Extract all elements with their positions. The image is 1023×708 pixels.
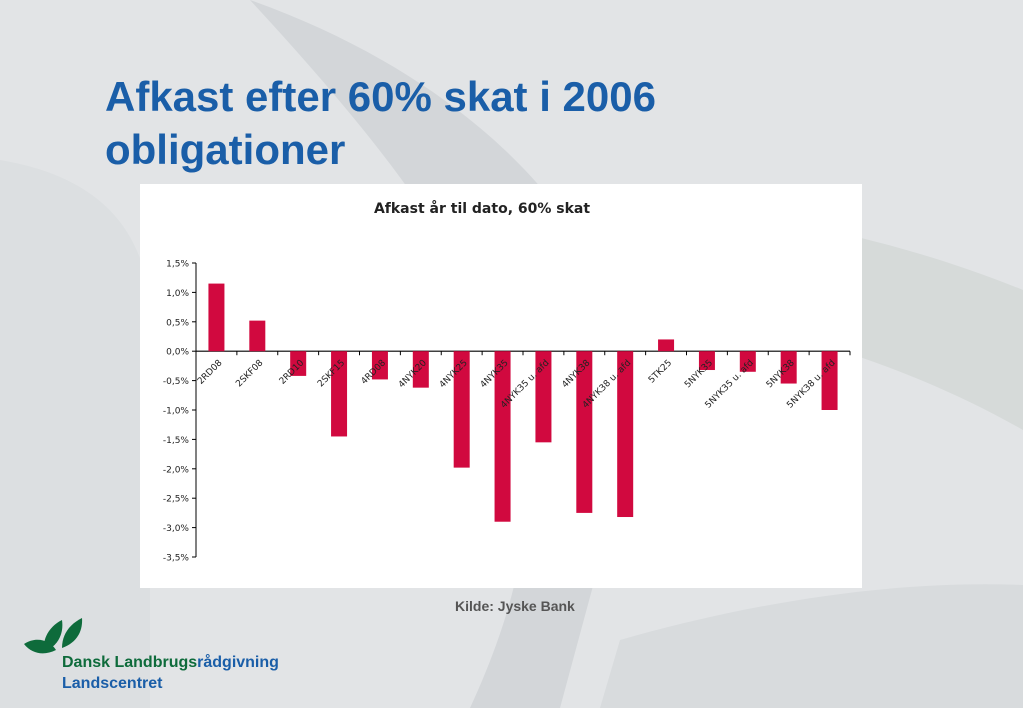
bar bbox=[739, 351, 756, 372]
y-tick-label: -2,0% bbox=[163, 465, 190, 475]
bar bbox=[698, 351, 715, 371]
slide-title-line2: obligationer bbox=[105, 126, 346, 173]
source-note: Kilde: Jyske Bank bbox=[455, 598, 575, 614]
logo-text: Dansk Landbrugsrådgivning Landscentret bbox=[62, 652, 279, 694]
bar bbox=[780, 351, 797, 384]
bars bbox=[208, 283, 838, 522]
chart-panel: Afkast år til dato, 60% skat 1,5% 1,0% 0,5… bbox=[140, 184, 862, 588]
x-tick-label: 5TK25 bbox=[647, 358, 674, 385]
logo-line1-part2: rådgivning bbox=[197, 654, 279, 671]
slide-title-line1: Afkast efter 60% skat i 2006 bbox=[105, 73, 656, 120]
y-tick-label: -0,5% bbox=[163, 377, 190, 387]
x-tick-label: 2SKF08 bbox=[234, 358, 265, 389]
bar bbox=[658, 339, 675, 352]
y-tick-label: 0,0% bbox=[166, 348, 189, 358]
y-tick-label: -3,5% bbox=[163, 554, 190, 564]
bar bbox=[494, 351, 511, 522]
logo-line1: Dansk Landbrugsrådgivning bbox=[62, 652, 279, 673]
organization-logo: Dansk Landbrugsrådgivning Landscentret bbox=[22, 616, 322, 696]
chart-title: Afkast år til dato, 60% skat bbox=[374, 200, 590, 217]
bar bbox=[290, 351, 307, 376]
bar bbox=[249, 320, 266, 352]
bar bbox=[412, 351, 429, 388]
bar bbox=[576, 351, 593, 513]
logo-line2: Landscentret bbox=[62, 675, 163, 692]
bar-chart: Afkast år til dato, 60% skat 1,5% 1,0% 0,5… bbox=[163, 200, 851, 564]
y-tick-label: -1,0% bbox=[163, 407, 190, 417]
y-tick-label: -1,5% bbox=[163, 436, 190, 446]
bar bbox=[208, 283, 225, 352]
y-tick-label: 1,0% bbox=[166, 289, 189, 299]
x-tick-label: 2RD08 bbox=[196, 358, 225, 387]
bar bbox=[535, 351, 552, 443]
bar bbox=[371, 351, 388, 380]
bar bbox=[617, 351, 634, 518]
y-tick-label: -3,0% bbox=[163, 524, 190, 534]
y-tick-label: 0,5% bbox=[166, 318, 189, 328]
y-tick-label: -2,5% bbox=[163, 495, 190, 505]
bar bbox=[331, 351, 348, 437]
logo-line1-part1: Dansk Landbrugs bbox=[62, 654, 198, 671]
slide-title: Afkast efter 60% skat i 2006 obligatione… bbox=[105, 70, 656, 176]
y-tick-label: 1,5% bbox=[166, 260, 189, 270]
bar bbox=[821, 351, 838, 410]
bar bbox=[453, 351, 470, 468]
leaf-logo-icon bbox=[24, 618, 83, 654]
